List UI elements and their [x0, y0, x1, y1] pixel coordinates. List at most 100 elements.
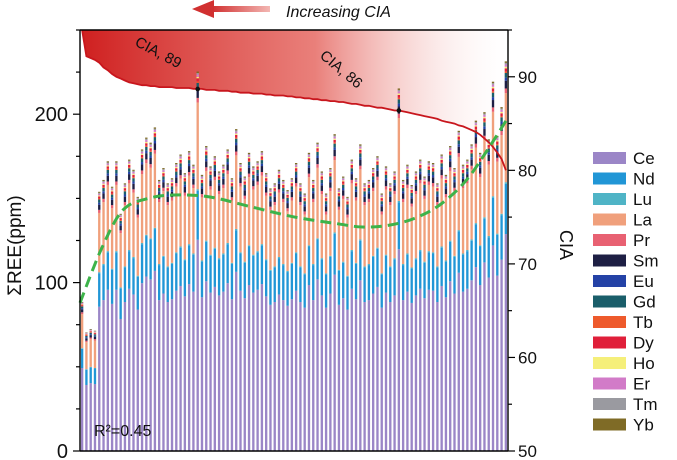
bar-segment-sm — [376, 170, 379, 177]
bar-segment-sm — [256, 175, 259, 182]
bar-segment-lu — [397, 200, 401, 203]
legend-item-er: Er — [593, 375, 650, 394]
bar-segment-tb — [239, 170, 242, 172]
bar-segment-gd — [307, 161, 311, 166]
bar-sample-92 — [470, 144, 473, 451]
bar-segment-lu — [479, 245, 482, 247]
bar-segment-tb — [153, 135, 157, 138]
bar-segment-la — [299, 205, 302, 267]
bar-segment-tm — [461, 165, 465, 167]
bar-segment-gd — [440, 163, 443, 167]
bar-segment-pr — [200, 194, 204, 198]
bar-segment-sm — [316, 158, 319, 165]
bar-segment-ho — [316, 146, 319, 149]
bar-segment-tb — [273, 190, 276, 192]
bar-segment-eu — [256, 173, 259, 176]
bar-segment-yb — [282, 179, 285, 182]
bar-segment-dy — [230, 183, 234, 186]
bar-segment-ce — [183, 296, 187, 451]
bar-segment-er — [166, 185, 169, 188]
bar-segment-ho — [115, 165, 118, 167]
bar-segment-la — [376, 180, 379, 248]
right-tick-label: 80 — [518, 161, 537, 180]
bar-segment-dy — [329, 173, 332, 176]
bar-segment-yb — [324, 193, 328, 195]
bar-segment-ce — [320, 295, 323, 451]
bar-segment-la — [277, 192, 281, 257]
bar-segment-dy — [440, 159, 443, 163]
bar-segment-tm — [389, 184, 392, 186]
bar-segment-tb — [123, 190, 127, 192]
bar-segment-ho — [217, 175, 221, 177]
bar-segment-ce — [149, 279, 152, 451]
bar-segment-ce — [307, 285, 311, 451]
bar-segment-la — [491, 111, 495, 197]
bar-segment-yb — [487, 139, 490, 141]
bar-segment-sm — [136, 209, 139, 215]
bar-segment-gd — [265, 181, 268, 185]
bar-segment-yb — [444, 174, 448, 176]
bar-segment-eu — [294, 175, 298, 178]
bar-segment-lu — [239, 252, 242, 254]
bar-segment-tb — [389, 190, 392, 192]
bar-segment-dy — [457, 136, 460, 140]
bar-segment-tb — [290, 185, 294, 187]
bar-segment-la — [162, 191, 165, 256]
bar-segment-sm — [389, 196, 392, 202]
bar-segment-ce — [128, 288, 131, 451]
bar-segment-eu — [431, 175, 435, 178]
bar-sample-29 — [200, 174, 204, 451]
bar-sample-76 — [401, 179, 405, 451]
bar-segment-nd — [282, 265, 285, 301]
left-tick-label: 0 — [57, 441, 68, 460]
bar-segment-sm — [162, 182, 165, 188]
bar-segment-eu — [265, 184, 268, 187]
bar-segment-dy — [299, 188, 302, 191]
bar-segment-yb — [346, 196, 349, 198]
bar-segment-tb — [312, 186, 315, 189]
bar-segment-la — [230, 200, 234, 263]
bar-segment-lu — [376, 247, 379, 249]
bar-segment-tb — [277, 177, 281, 179]
bar-segment-pr — [282, 198, 285, 203]
bar-segment-dy — [453, 173, 456, 176]
bar-sample-11 — [123, 183, 127, 451]
bar-segment-tm — [213, 157, 216, 159]
right-tick-label: 50 — [518, 442, 537, 460]
bar-segment-lu — [500, 213, 503, 216]
bar-segment-eu — [235, 142, 238, 146]
bar-segment-eu — [444, 186, 448, 189]
bar-segment-sm — [496, 151, 499, 158]
bar-segment-ce — [457, 272, 460, 451]
bar-segment-pr — [414, 190, 418, 195]
bar-segment-ce — [93, 384, 97, 451]
bar-segment-ho — [175, 167, 178, 169]
bar-segment-lu — [423, 261, 426, 263]
bar-segment-tb — [350, 167, 353, 169]
bar-segment-eu — [183, 184, 187, 187]
bar-sample-97 — [491, 81, 495, 451]
bar-sample-68 — [367, 179, 371, 451]
bar-segment-er — [496, 138, 499, 141]
bar-segment-gd — [491, 92, 495, 98]
bar-segment-ho — [166, 187, 169, 189]
bar-segment-ce — [209, 292, 212, 451]
bar-segment-nd — [449, 241, 452, 282]
bar-segment-pr — [102, 198, 105, 203]
bar-segment-gd — [119, 220, 122, 224]
bar-segment-ho — [436, 187, 439, 189]
bar-segment-nd — [265, 260, 268, 297]
bar-segment-tb — [256, 168, 259, 170]
bar-segment-lu — [175, 252, 178, 254]
bar-segment-lu — [273, 266, 276, 268]
bar-segment-eu — [239, 175, 242, 178]
bar-segment-ho — [423, 180, 426, 182]
bar-segment-er — [170, 180, 174, 183]
bar-segment-eu — [286, 201, 289, 204]
bar-segment-ho — [230, 182, 234, 184]
bar-segment-dy — [504, 68, 508, 72]
bar-segment-eu — [324, 204, 328, 207]
bar-segment-sm — [333, 149, 336, 157]
bar-segment-la — [123, 205, 127, 267]
bar-segment-dy — [342, 181, 345, 184]
